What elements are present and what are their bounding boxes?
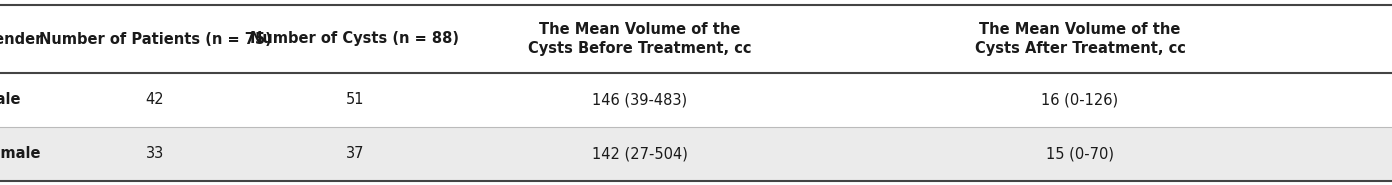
Text: 51: 51 — [345, 92, 365, 107]
Text: 146 (39-483): 146 (39-483) — [593, 92, 688, 107]
Text: 16 (0-126): 16 (0-126) — [1041, 92, 1119, 107]
Text: 42: 42 — [146, 92, 164, 107]
Text: Male: Male — [0, 92, 21, 107]
Text: 142 (27-504): 142 (27-504) — [592, 147, 688, 162]
Bar — [0, 5, 1392, 73]
Text: Number of Patients (n = 75): Number of Patients (n = 75) — [39, 31, 271, 46]
Text: The Mean Volume of the
Cysts After Treatment, cc: The Mean Volume of the Cysts After Treat… — [974, 22, 1186, 56]
Text: Gender: Gender — [0, 31, 42, 46]
Text: Female: Female — [0, 147, 42, 162]
Text: 15 (0-70): 15 (0-70) — [1045, 147, 1114, 162]
Text: 33: 33 — [146, 147, 164, 162]
Bar — [0, 73, 1392, 127]
Bar — [0, 127, 1392, 181]
Text: The Mean Volume of the
Cysts Before Treatment, cc: The Mean Volume of the Cysts Before Trea… — [528, 22, 752, 56]
Text: 37: 37 — [345, 147, 365, 162]
Text: Number of Cysts (n = 88): Number of Cysts (n = 88) — [251, 31, 459, 46]
